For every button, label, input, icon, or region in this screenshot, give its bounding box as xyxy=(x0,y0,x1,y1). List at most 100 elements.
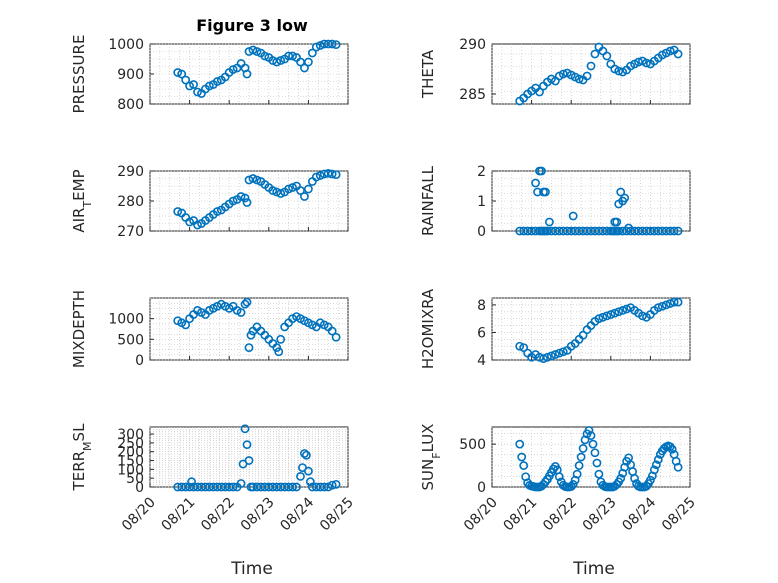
data-point xyxy=(574,74,584,84)
data-point xyxy=(228,482,238,492)
data-point xyxy=(240,299,250,309)
y-axis-label: THETA xyxy=(419,49,437,99)
data-point xyxy=(236,192,246,201)
data-point xyxy=(539,354,548,364)
y-tick-label: 900 xyxy=(117,67,144,83)
data-point xyxy=(543,352,552,362)
x-axis-label-right: Time xyxy=(572,559,615,579)
data-point xyxy=(242,198,252,207)
data-point xyxy=(236,308,246,317)
data-series xyxy=(173,39,341,98)
data-point xyxy=(614,307,624,317)
data-point xyxy=(568,480,578,489)
data-point xyxy=(212,207,222,216)
data-point xyxy=(630,474,639,483)
data-point xyxy=(578,444,588,453)
data-point xyxy=(173,207,183,216)
data-point xyxy=(319,482,329,492)
y-tick-label: 800 xyxy=(117,97,144,113)
y-tick-label: 0 xyxy=(477,224,486,240)
y-axis-label: SUNFLUX xyxy=(419,424,443,491)
x-tick-label: 08/24 xyxy=(619,494,659,534)
data-point xyxy=(204,81,214,91)
y-tick-label: 1 xyxy=(477,194,486,210)
subplot-h2omixra: 4 6 8 H2OMIXRA xyxy=(419,288,691,369)
data-point xyxy=(181,75,191,85)
data-series xyxy=(173,424,341,492)
data-point xyxy=(307,48,317,58)
x-tick-label: 08/25 xyxy=(659,495,699,535)
y-tick-label: 1000 xyxy=(108,312,144,328)
data-point xyxy=(327,169,337,179)
data-point xyxy=(177,69,187,79)
data-point xyxy=(288,51,297,61)
data-point xyxy=(531,178,540,188)
data-point xyxy=(590,49,600,59)
data-point xyxy=(268,186,278,195)
x-tick-label: 08/23 xyxy=(238,495,278,535)
x-axis-label-left: Time xyxy=(230,559,273,579)
data-point xyxy=(572,469,582,479)
data-point xyxy=(240,424,250,434)
data-point xyxy=(618,305,628,315)
y-tick-label: 0 xyxy=(135,480,144,496)
data-point xyxy=(554,472,564,482)
data-series xyxy=(515,166,683,236)
data-point xyxy=(173,68,183,77)
data-point xyxy=(673,462,683,472)
y-tick-label: 250 xyxy=(117,436,144,452)
y-axis-label: H2OMIXRA xyxy=(419,288,437,369)
data-point xyxy=(331,170,341,179)
data-point xyxy=(274,347,284,357)
data-point xyxy=(331,332,341,342)
y-tick-label: 4 xyxy=(477,353,486,369)
data-point xyxy=(303,184,313,194)
data-point xyxy=(296,472,305,481)
data-point xyxy=(614,66,624,76)
data-point xyxy=(673,226,683,236)
figure-title: Figure 3 low xyxy=(196,16,308,35)
data-point xyxy=(586,61,596,71)
data-point xyxy=(288,183,297,192)
data-point xyxy=(649,465,659,475)
data-point xyxy=(228,65,238,74)
data-point xyxy=(634,57,643,67)
data-point xyxy=(311,172,321,182)
data-point xyxy=(185,217,194,227)
y-tick-label: 290 xyxy=(117,164,144,180)
data-point xyxy=(311,42,321,52)
data-point xyxy=(653,303,663,313)
data-point xyxy=(616,187,626,197)
data-point xyxy=(292,482,301,492)
data-point xyxy=(193,87,202,97)
data-point xyxy=(244,456,254,465)
data-point xyxy=(284,184,293,194)
data-point xyxy=(667,444,677,454)
data-point xyxy=(653,455,663,464)
y-axis-label: RAINFALL xyxy=(419,165,437,236)
data-point xyxy=(646,475,655,485)
data-point xyxy=(558,69,568,79)
data-point xyxy=(276,189,286,198)
data-point xyxy=(610,308,620,318)
data-point xyxy=(236,479,246,488)
subplot-theta: 285 290 THETA xyxy=(419,37,691,106)
data-point xyxy=(276,56,286,65)
data-point xyxy=(541,187,550,197)
data-point xyxy=(616,474,626,483)
y-tick-label: 6 xyxy=(477,325,486,341)
data-point xyxy=(181,320,191,330)
data-point xyxy=(554,348,564,358)
data-point xyxy=(515,439,525,449)
y-tick-label: 285 xyxy=(459,87,486,103)
data-point xyxy=(284,51,293,61)
data-point xyxy=(242,69,252,79)
data-point xyxy=(303,466,313,476)
data-series xyxy=(515,297,683,364)
data-point xyxy=(272,343,282,352)
x-tick-label: 08/23 xyxy=(580,495,620,535)
data-point xyxy=(296,186,305,195)
data-point xyxy=(612,217,622,227)
data-point xyxy=(592,458,602,468)
